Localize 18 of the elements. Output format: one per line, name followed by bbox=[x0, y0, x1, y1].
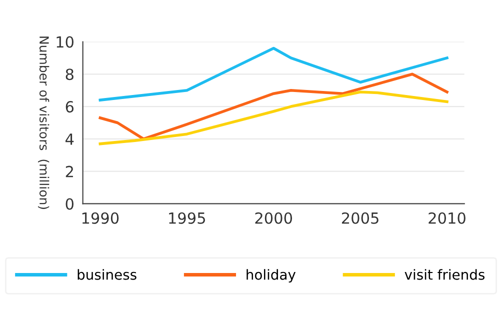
x-tick-label: 2000 bbox=[255, 212, 292, 224]
line-series bbox=[98, 90, 448, 146]
y-axis-title: Number of visitors (million) bbox=[38, 36, 50, 209]
legend-label: business bbox=[78, 269, 136, 280]
y-tick-label: 4 bbox=[66, 134, 74, 145]
y-tick-label: 8 bbox=[66, 68, 74, 80]
x-tick-label: 1990 bbox=[82, 212, 119, 224]
y-tick-label: 6 bbox=[66, 101, 74, 113]
line-series bbox=[98, 72, 448, 140]
x-tick-label: 2010 bbox=[428, 212, 466, 224]
line-series bbox=[98, 46, 448, 102]
legend-label: holiday bbox=[246, 269, 296, 283]
y-tick-label: 0 bbox=[66, 198, 74, 210]
x-tick-label: 1995 bbox=[169, 212, 205, 224]
legend-label: visit friends bbox=[404, 269, 485, 280]
x-tick-label: 2005 bbox=[342, 212, 378, 224]
y-tick-label: 2 bbox=[66, 166, 73, 178]
y-tick-label: 10 bbox=[56, 36, 74, 48]
